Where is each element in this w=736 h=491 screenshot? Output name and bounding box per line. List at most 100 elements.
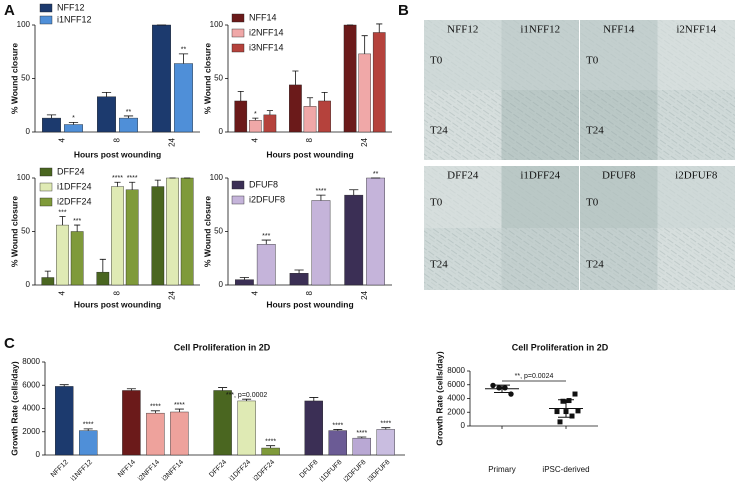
legend-label: i2DFUF8	[249, 194, 285, 204]
significance-label: ***, p=0.0002	[226, 392, 268, 399]
x-tick-label: 8	[113, 137, 122, 142]
bar	[358, 53, 371, 133]
x-axis-label: Hours post wounding	[74, 149, 161, 159]
x-tick-label: DFUF8	[299, 459, 320, 480]
micrograph-row-label: T0	[430, 55, 443, 67]
x-tick-label: Primary	[488, 465, 516, 474]
bar	[146, 412, 165, 456]
micrograph-column-label: i1DFF24	[520, 170, 560, 182]
legend-label: NFF14	[249, 12, 277, 22]
x-tick-label: i1DFF24	[228, 459, 252, 483]
legend-label: NFF12	[57, 2, 85, 12]
legend-label: i2NFF14	[249, 27, 284, 37]
panel-label: B	[398, 2, 409, 19]
micrograph-texture	[580, 20, 658, 90]
x-tick-label: 24	[360, 290, 369, 299]
x-tick-label: i2DFUF8	[343, 459, 368, 484]
x-tick-label: 4	[250, 290, 259, 295]
x-tick-label: iPSC-derived	[542, 465, 589, 474]
bar	[42, 117, 61, 133]
micrograph-column-label: NFF14	[603, 24, 635, 36]
legend-label: i2DFF24	[57, 196, 92, 206]
significance-label: ****	[174, 402, 185, 409]
error-bar	[333, 429, 343, 431]
legend-swatch	[231, 43, 245, 53]
significance-label: ****	[332, 422, 343, 429]
bar	[96, 271, 110, 286]
x-tick-label: 4	[58, 137, 67, 142]
error-bar	[59, 216, 66, 226]
sd-bar	[494, 384, 510, 393]
x-tick-label: 24	[168, 137, 177, 146]
bar	[328, 430, 347, 456]
micrograph-row-label: T24	[430, 259, 448, 271]
error-bar	[123, 115, 134, 119]
micrograph-column-label: DFF24	[447, 170, 479, 182]
error-bar	[381, 427, 391, 430]
significance-label: **	[181, 47, 187, 54]
bar	[151, 186, 165, 286]
x-tick-label: 24	[360, 137, 369, 146]
error-bar	[252, 117, 259, 121]
bar	[170, 411, 189, 456]
micrograph-texture	[501, 20, 579, 90]
micrograph-texture	[580, 166, 658, 228]
data-point	[554, 409, 560, 415]
error-bar	[68, 121, 79, 125]
y-tick-label: 2000	[447, 407, 465, 416]
data-point	[502, 385, 508, 391]
bar	[119, 117, 138, 133]
x-axis-label: Hours post wounding	[266, 299, 353, 309]
x-tick-label: NFF12	[50, 459, 70, 479]
y-tick-label: 0	[26, 280, 31, 289]
error-bar	[129, 181, 136, 190]
bar	[174, 63, 193, 133]
micrograph-column-label: i2NFF14	[676, 24, 716, 36]
legend-swatch	[231, 13, 245, 23]
legend-swatch	[39, 3, 53, 13]
micrograph-texture	[424, 20, 502, 90]
error-bar	[306, 97, 314, 107]
error-bar	[101, 92, 112, 97]
panel-label: A	[4, 2, 15, 19]
bar	[152, 24, 171, 133]
error-bar	[316, 194, 326, 201]
error-bar	[74, 224, 81, 232]
significance-label: ***	[58, 209, 66, 216]
data-point	[572, 391, 578, 397]
significance-label: ***	[262, 233, 270, 240]
error-bar	[357, 436, 367, 439]
x-tick-label: 8	[305, 290, 314, 295]
bar	[366, 177, 385, 286]
micrograph-row-label: T0	[430, 197, 443, 209]
error-bar	[242, 398, 252, 401]
significance-label: ****	[127, 175, 138, 182]
error-bar	[150, 410, 160, 414]
x-tick-label: 8	[113, 290, 122, 295]
data-point	[569, 413, 575, 419]
micrograph-texture	[657, 166, 735, 228]
micrograph-column-label: NFF12	[447, 24, 478, 36]
bar	[249, 120, 262, 133]
y-tick-label: 50	[21, 227, 30, 236]
micrograph-texture	[501, 90, 579, 160]
bar	[78, 430, 98, 456]
legend-label: DFUF8	[249, 179, 278, 189]
error-bar	[292, 70, 299, 85]
y-tick-label: 8000	[447, 366, 465, 375]
y-tick-label: 50	[214, 227, 223, 236]
micrograph-texture	[657, 90, 735, 160]
error-bar	[218, 387, 228, 391]
y-tick-label: 6000	[22, 380, 40, 389]
data-point	[560, 398, 566, 404]
y-axis-label: Growth Rate (cells/day)	[9, 361, 19, 456]
x-tick-label: 4	[58, 290, 67, 295]
error-bar	[59, 384, 69, 387]
significance-label: **	[126, 109, 132, 116]
y-tick-label: 0	[36, 450, 41, 459]
error-bar	[237, 90, 244, 101]
error-bar	[266, 445, 276, 449]
error-bar	[174, 408, 184, 412]
bar	[125, 189, 139, 286]
